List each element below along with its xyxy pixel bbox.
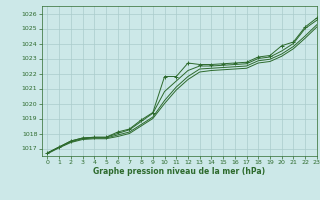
X-axis label: Graphe pression niveau de la mer (hPa): Graphe pression niveau de la mer (hPa) [93,167,265,176]
